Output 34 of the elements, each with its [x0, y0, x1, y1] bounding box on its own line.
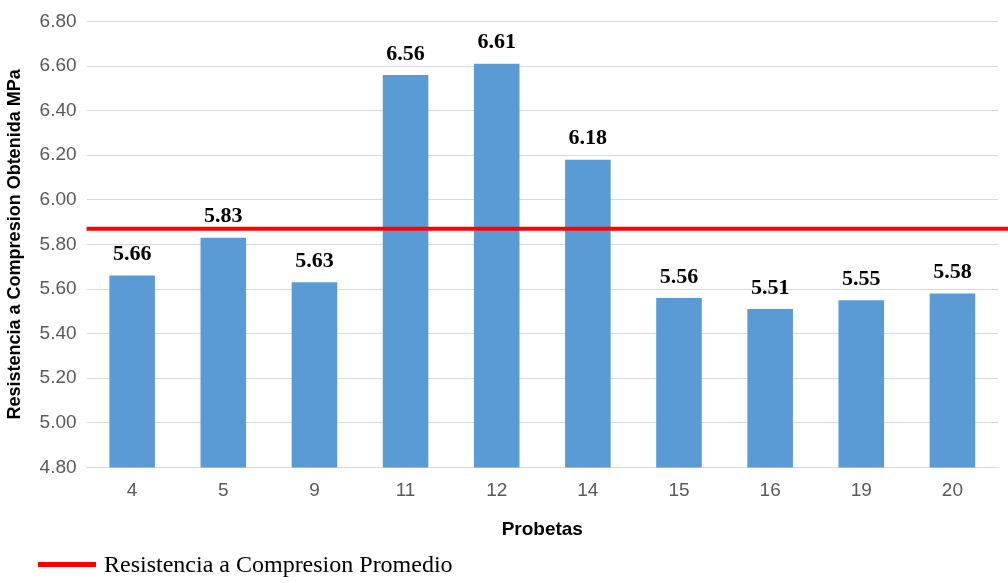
legend-label: Resistencia a Compresion Promedio [104, 550, 453, 578]
y-tick-label: 5.40 [39, 321, 77, 343]
y-tick-label: 5.00 [39, 411, 77, 433]
y-tick-label: 6.00 [39, 188, 77, 210]
data-label: 5.66 [112, 240, 152, 266]
y-tick-label: 6.60 [39, 54, 77, 76]
data-label: 6.18 [568, 124, 608, 150]
data-label: 5.56 [659, 262, 699, 288]
y-tick-label: 5.20 [39, 366, 77, 388]
y-tick-label: 6.80 [39, 9, 77, 31]
y-tick-label: 6.40 [39, 98, 77, 120]
y-tick-label: 6.20 [39, 143, 77, 165]
x-tick-label: 11 [395, 479, 416, 501]
x-tick-label: 15 [668, 479, 690, 501]
y-tick-label: 5.60 [39, 277, 77, 299]
y-tick-label: 5.80 [39, 232, 77, 254]
x-tick-label: 19 [850, 479, 872, 501]
data-label: 6.56 [386, 39, 425, 65]
data-label: 5.51 [750, 273, 790, 299]
data-label: 5.58 [933, 258, 972, 284]
x-tick-label: 12 [486, 479, 508, 501]
y-axis-title: Resistencia a Compresion Obtenida MPa [3, 68, 24, 420]
x-tick-label: 4 [126, 479, 138, 501]
data-label: 6.61 [477, 28, 516, 54]
x-tick-label: 20 [941, 479, 963, 501]
x-axis-title: Probetas [501, 517, 583, 539]
data-label: 5.55 [842, 264, 881, 290]
x-tick-label: 9 [309, 479, 320, 501]
x-tick-label: 14 [577, 479, 599, 501]
data-label: 5.63 [295, 247, 334, 272]
x-tick-label: 16 [759, 479, 781, 501]
x-tick-label: 5 [218, 479, 229, 501]
y-tick-label: 4.80 [39, 455, 77, 477]
data-label: 5.83 [204, 202, 243, 228]
